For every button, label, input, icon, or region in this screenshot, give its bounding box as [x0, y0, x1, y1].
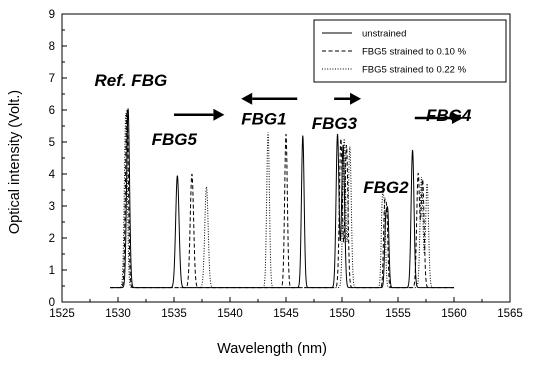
x-tick-label: 1530: [105, 308, 131, 320]
y-tick-label: 1: [49, 265, 55, 277]
annotation-label: FBG3: [312, 114, 358, 133]
x-tick-label: 1535: [161, 308, 187, 320]
legend-box: [313, 19, 507, 83]
legend-label: unstrained: [362, 29, 406, 40]
annotations: Ref. FBG FBG5 FBG1 FBG3 FBG2 FBG4: [94, 71, 471, 197]
legend-label: FBG5 strained to 0.10 %: [362, 47, 467, 58]
y-tick-label: 0: [49, 297, 55, 309]
arrow-head: [451, 112, 463, 124]
y-tick-label: 4: [49, 169, 56, 181]
legend: unstrained FBG5 strained to 0.10 % FBG5 st…: [313, 19, 507, 83]
x-tick-label: 1550: [329, 308, 355, 320]
x-tick-label: 1555: [385, 308, 411, 320]
y-tick-label: 8: [49, 41, 55, 53]
y-tick-label: 6: [49, 105, 55, 117]
arrow-head: [350, 92, 362, 105]
x-tick-label: 1525: [49, 308, 75, 320]
x-axis-title: Wavelength (nm): [217, 341, 327, 357]
arrow-head: [241, 92, 253, 105]
annotation-label: FBG1: [241, 109, 286, 128]
x-tick-label: 1545: [273, 308, 299, 320]
annotation-arrow: [414, 112, 463, 124]
x-tick-label: 1565: [497, 308, 523, 320]
annotation-label: FBG2: [363, 178, 409, 197]
y-axis-title: Optical intensity (Volt.): [7, 90, 23, 234]
annotation-arrow: [334, 92, 362, 105]
annotation-arrow: [174, 108, 225, 121]
annotation-label: Ref. FBG: [94, 71, 167, 90]
axis-ticks: 1525 1530 1535 1540 1545 1550 1555 1560 1565 0 1 2 3…: [49, 9, 523, 320]
annotation-label: FBG4: [426, 106, 472, 125]
arrow-head: [213, 108, 225, 121]
x-tick-label: 1560: [441, 308, 467, 320]
y-tick-label: 7: [49, 73, 55, 85]
y-tick-label: 5: [49, 137, 55, 149]
x-tick-label: 1540: [217, 308, 243, 320]
y-tick-label: 9: [49, 9, 55, 21]
y-tick-label: 3: [49, 201, 55, 213]
series-line-3: [110, 113, 454, 289]
annotation-arrow: [241, 92, 298, 105]
legend-label: FBG5 strained to 0.22 %: [362, 65, 467, 76]
annotation-label: FBG5: [152, 130, 198, 149]
y-tick-label: 2: [49, 233, 55, 245]
